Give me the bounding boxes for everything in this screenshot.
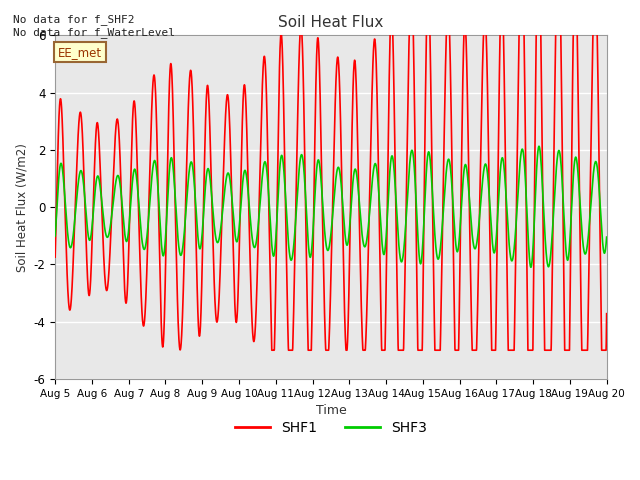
Y-axis label: Soil Heat Flux (W/m2): Soil Heat Flux (W/m2) (15, 143, 28, 272)
Text: No data for f_SHF2
No data for f_WaterLevel: No data for f_SHF2 No data for f_WaterLe… (13, 14, 175, 38)
X-axis label: Time: Time (316, 404, 346, 417)
Title: Soil Heat Flux: Soil Heat Flux (278, 15, 383, 30)
Text: EE_met: EE_met (58, 46, 102, 59)
Legend: SHF1, SHF3: SHF1, SHF3 (230, 416, 432, 441)
